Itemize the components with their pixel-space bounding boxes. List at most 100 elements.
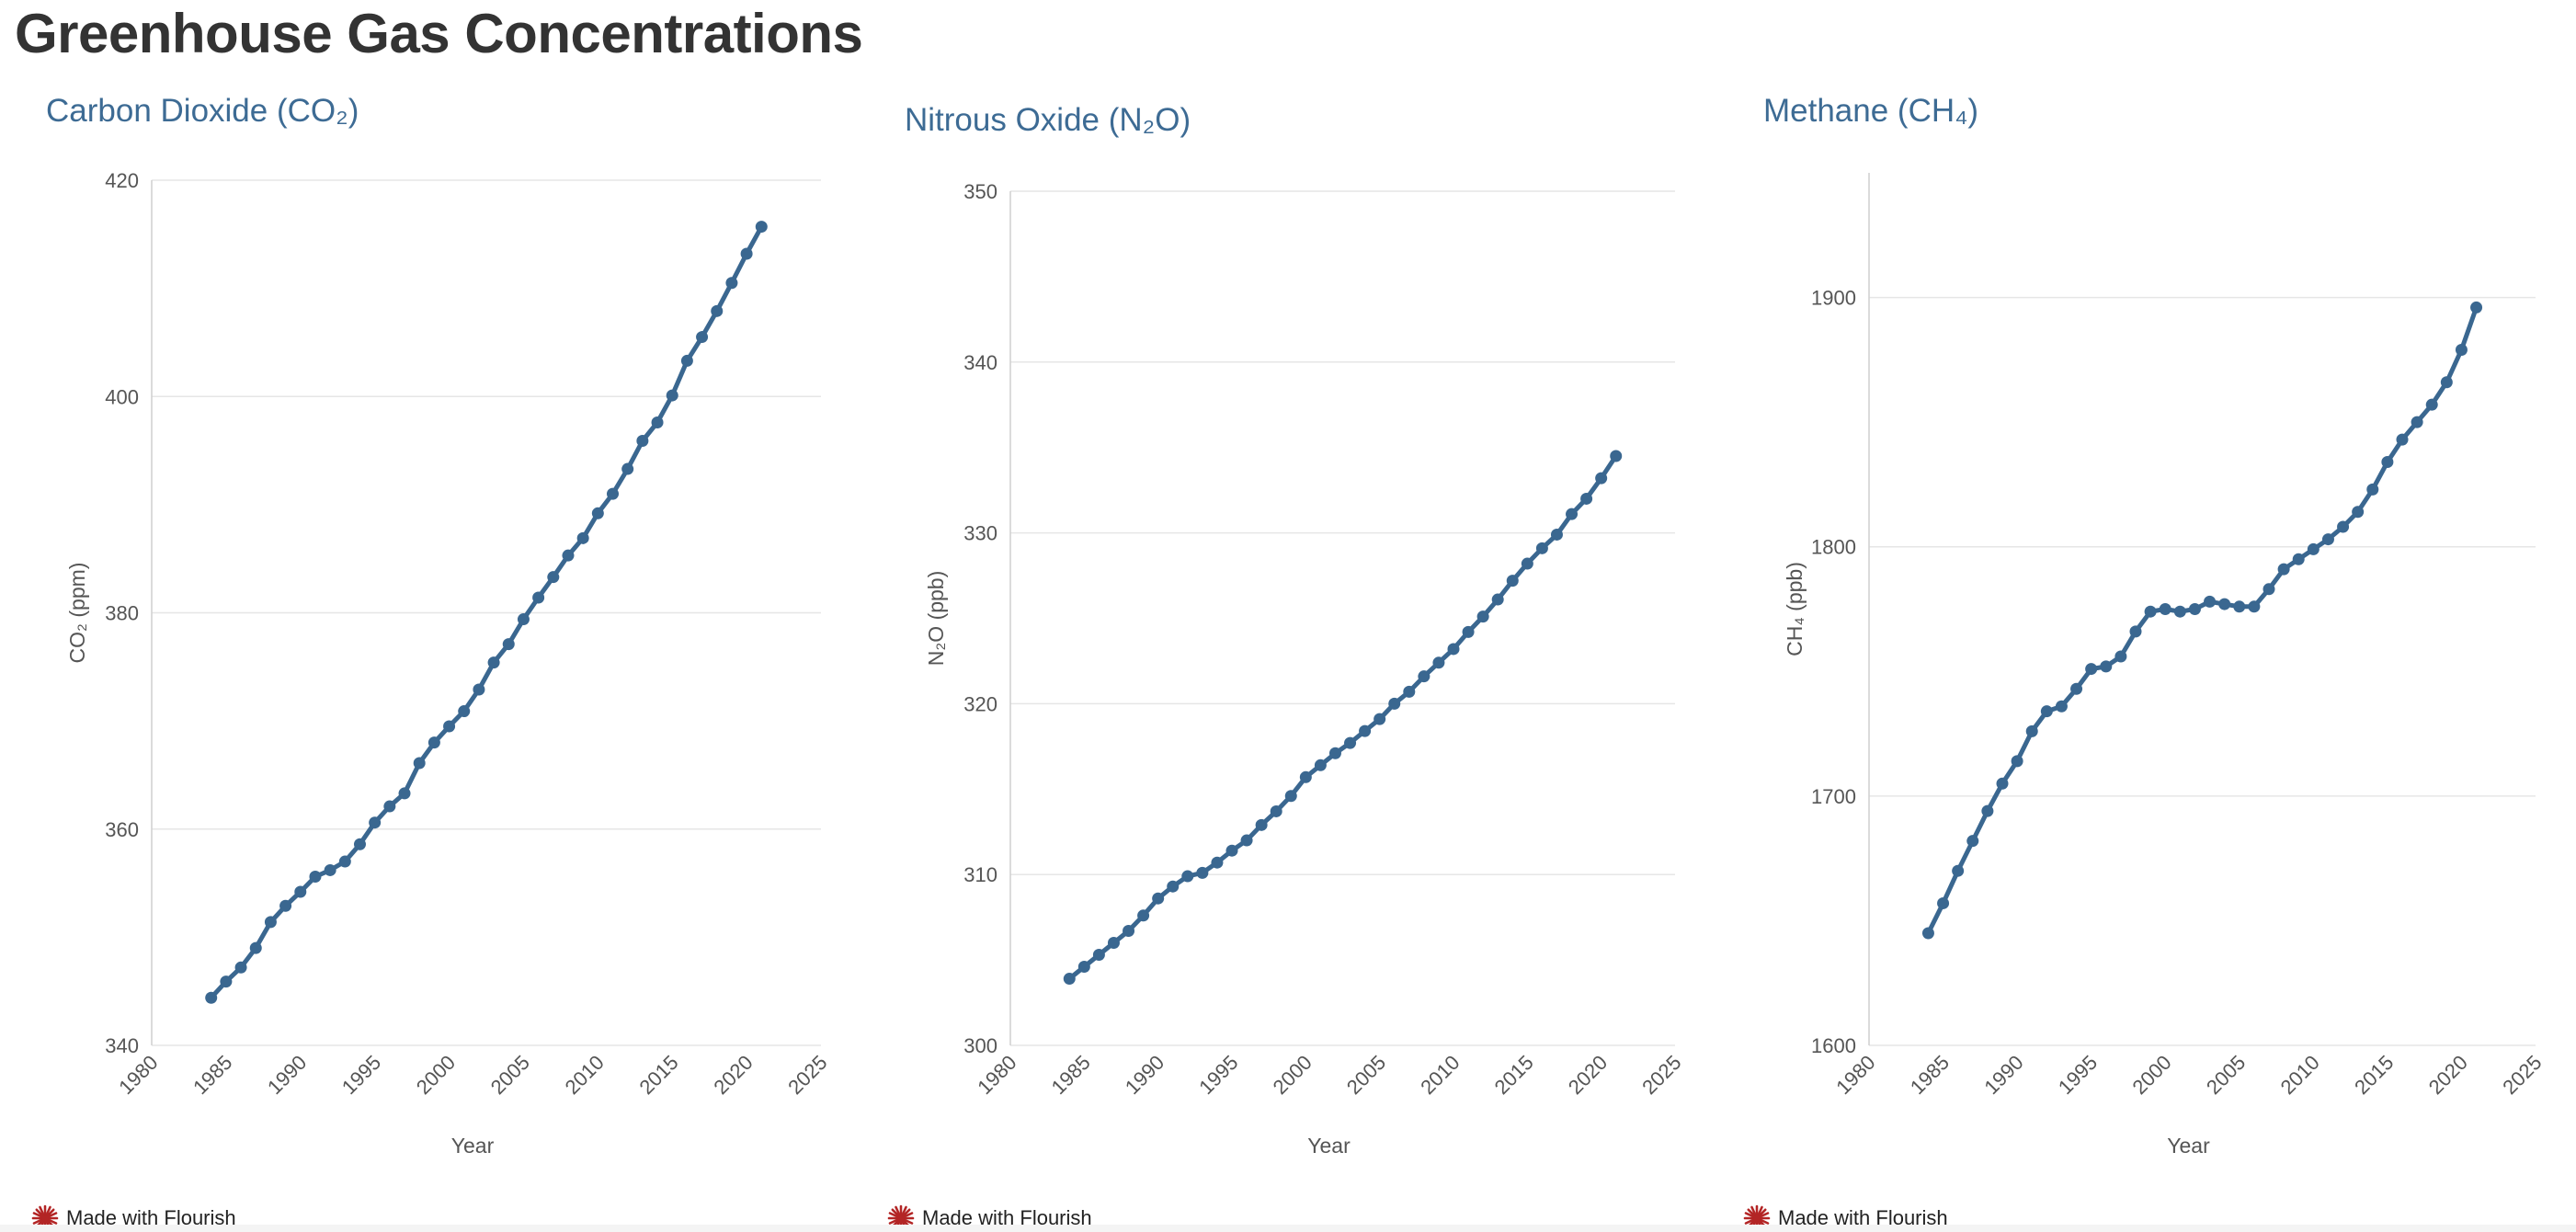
ch4-data-point[interactable]: [2055, 700, 2068, 713]
co2-data-point[interactable]: [487, 656, 500, 669]
n2o-data-point[interactable]: [1447, 643, 1460, 656]
n2o-data-point[interactable]: [1418, 670, 1430, 683]
ch4-data-point[interactable]: [2411, 416, 2423, 428]
n2o-data-point[interactable]: [1373, 713, 1386, 725]
co2-data-point[interactable]: [532, 591, 545, 604]
co2-data-point[interactable]: [636, 434, 649, 447]
co2-data-point[interactable]: [309, 871, 322, 884]
n2o-data-point[interactable]: [1403, 685, 1416, 698]
ch4-data-point[interactable]: [2173, 605, 2186, 618]
n2o-data-point[interactable]: [1432, 656, 1445, 669]
co2-data-point[interactable]: [562, 549, 575, 562]
n2o-data-point[interactable]: [1270, 804, 1282, 817]
co2-data-point[interactable]: [264, 916, 277, 929]
ch4-data-point[interactable]: [2100, 660, 2113, 673]
n2o-data-point[interactable]: [1566, 508, 1579, 520]
ch4-data-point[interactable]: [2440, 376, 2453, 389]
co2-data-point[interactable]: [279, 899, 292, 912]
ch4-data-point[interactable]: [1981, 804, 1994, 817]
n2o-data-point[interactable]: [1535, 542, 1548, 554]
n2o-data-point[interactable]: [1255, 818, 1268, 831]
co2-data-point[interactable]: [502, 638, 515, 651]
co2-data-point[interactable]: [591, 507, 604, 519]
co2-data-point[interactable]: [621, 462, 634, 475]
ch4-data-point[interactable]: [1996, 777, 2009, 790]
n2o-data-point[interactable]: [1344, 736, 1357, 749]
n2o-data-point[interactable]: [1196, 866, 1209, 879]
n2o-data-point[interactable]: [1491, 593, 1504, 606]
n2o-data-point[interactable]: [1092, 949, 1105, 962]
co2-data-point[interactable]: [725, 277, 738, 290]
n2o-data-point[interactable]: [1299, 770, 1312, 783]
n2o-data-point[interactable]: [1152, 892, 1165, 905]
co2-data-point[interactable]: [353, 838, 366, 850]
n2o-data-point[interactable]: [1462, 625, 1475, 638]
co2-data-point[interactable]: [338, 855, 351, 868]
co2-data-point[interactable]: [324, 863, 336, 876]
ch4-data-point[interactable]: [2188, 603, 2201, 615]
n2o-data-point[interactable]: [1580, 492, 1593, 505]
ch4-data-point[interactable]: [2025, 724, 2038, 737]
co2-data-point[interactable]: [427, 736, 440, 749]
co2-data-point[interactable]: [294, 885, 307, 898]
n2o-data-point[interactable]: [1063, 973, 1076, 986]
co2-data-point[interactable]: [220, 975, 233, 988]
n2o-data-point[interactable]: [1328, 747, 1341, 759]
n2o-data-point[interactable]: [1314, 759, 1327, 771]
n2o-data-point[interactable]: [1521, 557, 1533, 570]
co2-data-point[interactable]: [517, 613, 530, 626]
n2o-data-point[interactable]: [1359, 724, 1372, 737]
ch4-data-point[interactable]: [2470, 301, 2483, 314]
n2o-data-point[interactable]: [1284, 790, 1297, 803]
n2o-data-point[interactable]: [1550, 528, 1563, 541]
n2o-data-point[interactable]: [1388, 697, 1401, 710]
n2o-data-point[interactable]: [1595, 472, 1608, 485]
co2-data-point[interactable]: [234, 961, 247, 974]
ch4-data-point[interactable]: [1966, 835, 1979, 848]
ch4-data-point[interactable]: [2070, 682, 2083, 695]
co2-data-point[interactable]: [666, 389, 678, 402]
n2o-data-point[interactable]: [1240, 834, 1253, 847]
ch4-data-point[interactable]: [2233, 600, 2246, 613]
ch4-data-point[interactable]: [2381, 456, 2394, 469]
ch4-data-point[interactable]: [2337, 520, 2350, 533]
n2o-data-point[interactable]: [1077, 961, 1090, 974]
n2o-data-point[interactable]: [1211, 856, 1224, 869]
ch4-data-point[interactable]: [2040, 705, 2053, 718]
ch4-data-point[interactable]: [2366, 483, 2379, 496]
co2-data-point[interactable]: [369, 816, 382, 829]
n2o-data-point[interactable]: [1610, 450, 1623, 462]
ch4-data-point[interactable]: [2218, 598, 2231, 610]
co2-data-point[interactable]: [413, 757, 426, 770]
ch4-data-point[interactable]: [1937, 896, 1950, 909]
n2o-data-point[interactable]: [1506, 575, 1519, 587]
ch4-data-point[interactable]: [2425, 398, 2438, 411]
co2-data-point[interactable]: [547, 571, 560, 584]
n2o-data-point[interactable]: [1476, 610, 1489, 623]
n2o-data-point[interactable]: [1181, 870, 1194, 883]
ch4-data-point[interactable]: [2277, 563, 2290, 576]
co2-data-point[interactable]: [651, 416, 664, 428]
ch4-data-point[interactable]: [2307, 542, 2320, 555]
co2-data-point[interactable]: [398, 787, 411, 800]
n2o-data-point[interactable]: [1167, 880, 1180, 893]
ch4-data-point[interactable]: [2129, 625, 2142, 638]
co2-data-point[interactable]: [576, 531, 589, 544]
n2o-data-point[interactable]: [1107, 937, 1120, 950]
n2o-data-point[interactable]: [1123, 925, 1135, 938]
co2-data-point[interactable]: [711, 304, 724, 317]
co2-data-point[interactable]: [249, 941, 262, 954]
co2-data-point[interactable]: [383, 800, 396, 813]
co2-data-point[interactable]: [443, 720, 456, 733]
co2-data-point[interactable]: [740, 247, 753, 260]
ch4-data-point[interactable]: [2204, 595, 2217, 608]
ch4-data-point[interactable]: [1921, 927, 1934, 940]
ch4-data-point[interactable]: [2455, 344, 2468, 357]
ch4-data-point[interactable]: [2321, 533, 2334, 546]
co2-data-point[interactable]: [607, 487, 620, 500]
ch4-data-point[interactable]: [2352, 506, 2365, 519]
ch4-data-point[interactable]: [2396, 433, 2409, 446]
ch4-data-point[interactable]: [2263, 583, 2275, 596]
ch4-data-point[interactable]: [2144, 605, 2157, 618]
co2-data-point[interactable]: [458, 705, 471, 718]
